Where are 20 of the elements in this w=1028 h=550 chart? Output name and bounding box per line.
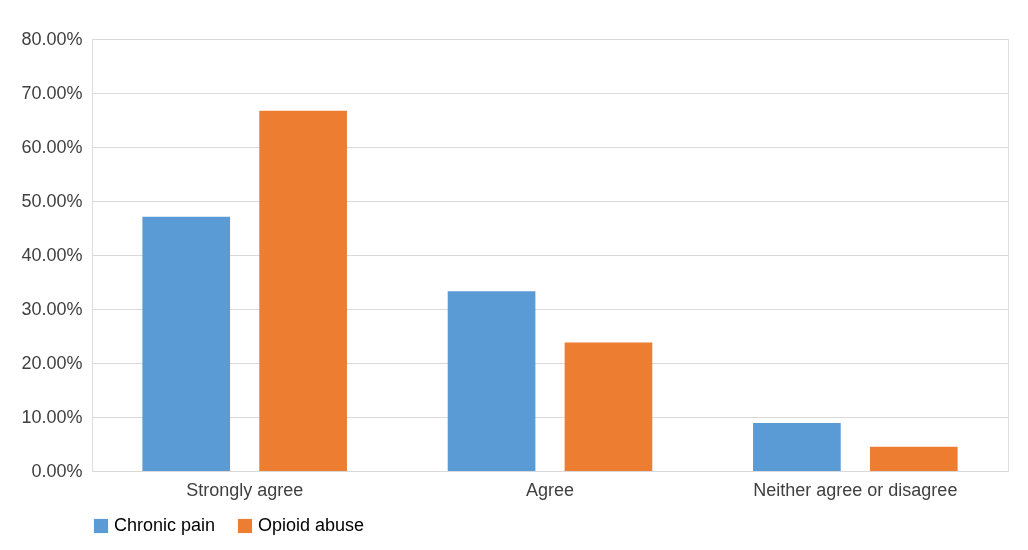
legend-label: Chronic pain: [114, 515, 216, 535]
y-tick-label: 30.00%: [21, 298, 83, 319]
y-tick-label: 10.00%: [21, 406, 83, 427]
bar: [753, 422, 841, 471]
bar: [447, 291, 536, 471]
bar: [564, 342, 653, 471]
x-tick-label: Agree: [525, 479, 575, 500]
y-tick-label: 70.00%: [21, 82, 83, 103]
legend-label: Opioid abuse: [258, 515, 365, 535]
y-tick-label: 40.00%: [21, 244, 83, 265]
x-tick-label: Strongly agree: [186, 479, 304, 500]
y-tick-label: 0.00%: [31, 460, 83, 481]
y-tick-label: 20.00%: [21, 352, 83, 373]
y-tick-label: 80.00%: [21, 28, 83, 49]
bar: [142, 216, 231, 471]
bar: [259, 110, 347, 471]
y-tick-label: 50.00%: [21, 190, 83, 211]
y-tick-label: 60.00%: [21, 136, 83, 157]
bar: [869, 446, 958, 471]
x-tick-label: Neither agree or disagree: [753, 479, 958, 500]
